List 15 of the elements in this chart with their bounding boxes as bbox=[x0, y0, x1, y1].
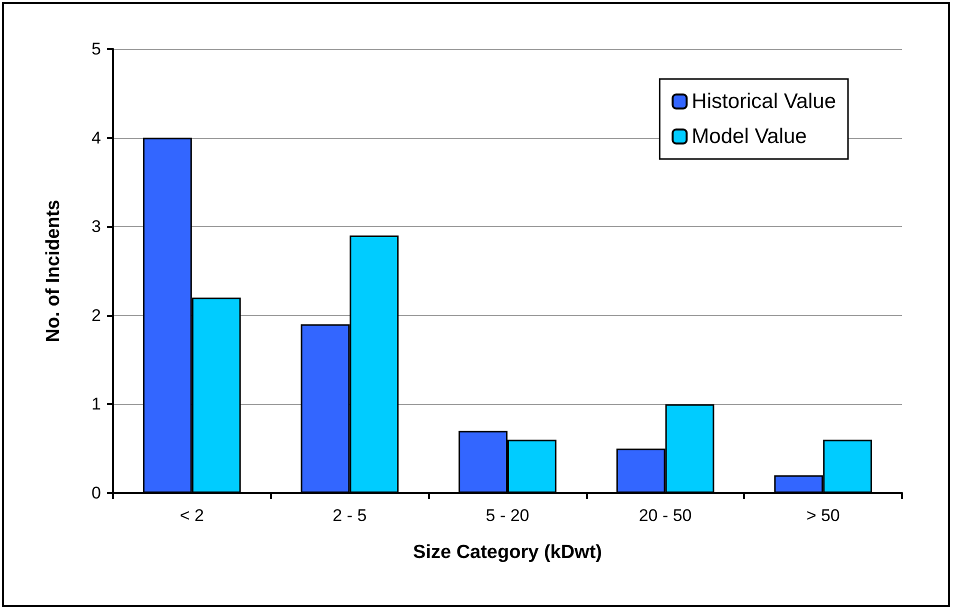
y-axis-title: No. of Incidents bbox=[43, 200, 64, 342]
legend-label: Model Value bbox=[692, 125, 807, 148]
x-axis-title: Size Category (kDwt) bbox=[413, 542, 602, 563]
x-tick-label: 20 - 50 bbox=[638, 506, 692, 525]
x-tick-label: < 2 bbox=[180, 506, 204, 525]
x-tick-label: 2 - 5 bbox=[332, 506, 367, 525]
x-tick-label: > 50 bbox=[806, 506, 840, 525]
y-tick-label: 4 bbox=[92, 128, 101, 148]
y-tick-label: 3 bbox=[92, 217, 101, 236]
legend-label: Historical Value bbox=[692, 90, 836, 113]
y-tick-label: 5 bbox=[92, 40, 101, 58]
y-tick-label: 1 bbox=[92, 394, 101, 414]
x-tick-label: 5 - 20 bbox=[486, 506, 530, 525]
y-tick-label: 0 bbox=[92, 484, 101, 502]
y-tick-label: 2 bbox=[92, 306, 101, 325]
